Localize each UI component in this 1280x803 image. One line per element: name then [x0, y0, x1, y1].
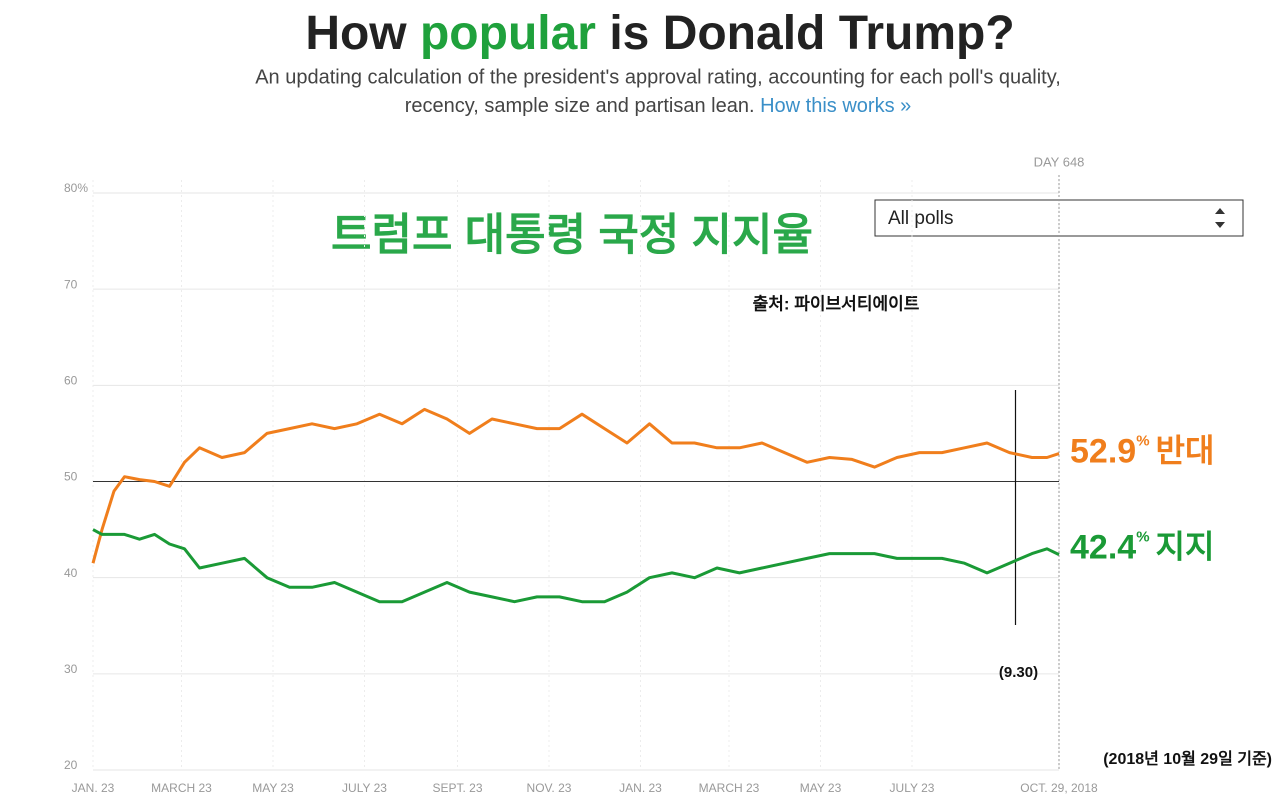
y-tick-label: 70: [64, 277, 78, 291]
x-tick-label: JAN. 23: [619, 781, 662, 795]
x-tick-label: MAY 23: [252, 781, 294, 795]
y-tick-label: 60: [64, 374, 78, 388]
end-unit: %: [1136, 529, 1149, 546]
title-part: popular: [420, 7, 596, 60]
x-tick-label: NOV. 23: [527, 781, 572, 795]
annotation-label: (9.30): [999, 664, 1038, 681]
subtitle: recency, sample size and partisan lean. …: [405, 95, 912, 117]
subtitle-line: recency, sample size and partisan lean.: [405, 95, 755, 117]
subtitle: An updating calculation of the president…: [255, 66, 1061, 88]
plot: 20 30 40 50 60 70 80% JAN. 23 MARCH 23 MAY 23 JULY…: [64, 154, 1214, 795]
end-value: 42.4: [1070, 529, 1136, 567]
dropdown-arrows: [1215, 208, 1225, 228]
how-link[interactable]: How this works »: [760, 95, 911, 117]
y-tick-label: 20: [64, 758, 78, 772]
x-tick-label: OCT. 29, 2018: [1020, 781, 1098, 795]
dropdown-label: All polls: [888, 208, 953, 229]
chart-title: How popular is Donald Trump?: [305, 7, 1014, 60]
x-tick-label: MARCH 23: [151, 781, 212, 795]
y-tick-label: 80%: [64, 181, 88, 195]
title-part: How: [305, 7, 407, 60]
y-tick-label: 50: [64, 470, 78, 484]
end-value: 52.9: [1070, 433, 1136, 471]
source: 출처: 파이브서티에이트: [753, 294, 920, 313]
end-label: 52.9% 반대: [1070, 433, 1214, 471]
series-line: [92, 528, 1060, 604]
x-tick-label: SEPT. 23: [432, 781, 482, 795]
y-tick-label: 30: [64, 662, 78, 676]
x-tick-label: JULY 23: [890, 781, 935, 795]
title-part: is Donald Trump?: [609, 7, 1014, 60]
day-marker-label: DAY 648: [1034, 154, 1085, 169]
x-tick-label: MAY 23: [800, 781, 842, 795]
x-tick-label: MARCH 23: [699, 781, 760, 795]
end-label: 42.4% 지지: [1070, 529, 1214, 567]
date-note: (2018년 10월 29일 기준): [1103, 749, 1272, 768]
series-line: [91, 407, 1060, 564]
legend-name: 반대: [1156, 433, 1215, 469]
x-tick-label: JAN. 23: [72, 781, 115, 795]
x-tick-label: JULY 23: [342, 781, 387, 795]
overlay-title: 트럼프 대통령 국정 지지율: [331, 211, 813, 260]
end-unit: %: [1136, 433, 1149, 450]
legend-name: 지지: [1156, 529, 1215, 565]
y-tick-label: 40: [64, 566, 78, 580]
